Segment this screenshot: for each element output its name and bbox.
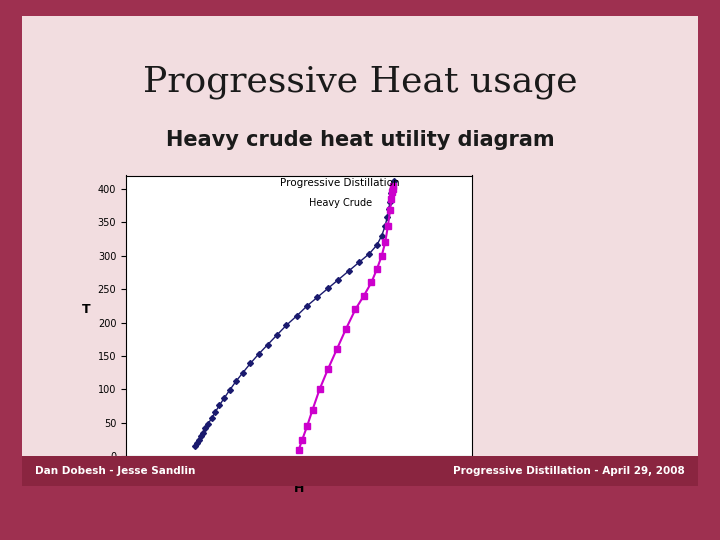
X-axis label: H: H bbox=[294, 482, 304, 495]
Text: Progressive Distillation: Progressive Distillation bbox=[281, 178, 400, 188]
Text: Heavy crude heat utility diagram: Heavy crude heat utility diagram bbox=[166, 130, 554, 150]
Text: Dan Dobesh - Jesse Sandlin: Dan Dobesh - Jesse Sandlin bbox=[35, 466, 196, 476]
Y-axis label: T: T bbox=[82, 303, 91, 316]
Text: Progressive Heat usage: Progressive Heat usage bbox=[143, 65, 577, 99]
Text: Heavy Crude: Heavy Crude bbox=[309, 198, 372, 208]
Text: Progressive Distillation - April 29, 2008: Progressive Distillation - April 29, 200… bbox=[453, 466, 685, 476]
